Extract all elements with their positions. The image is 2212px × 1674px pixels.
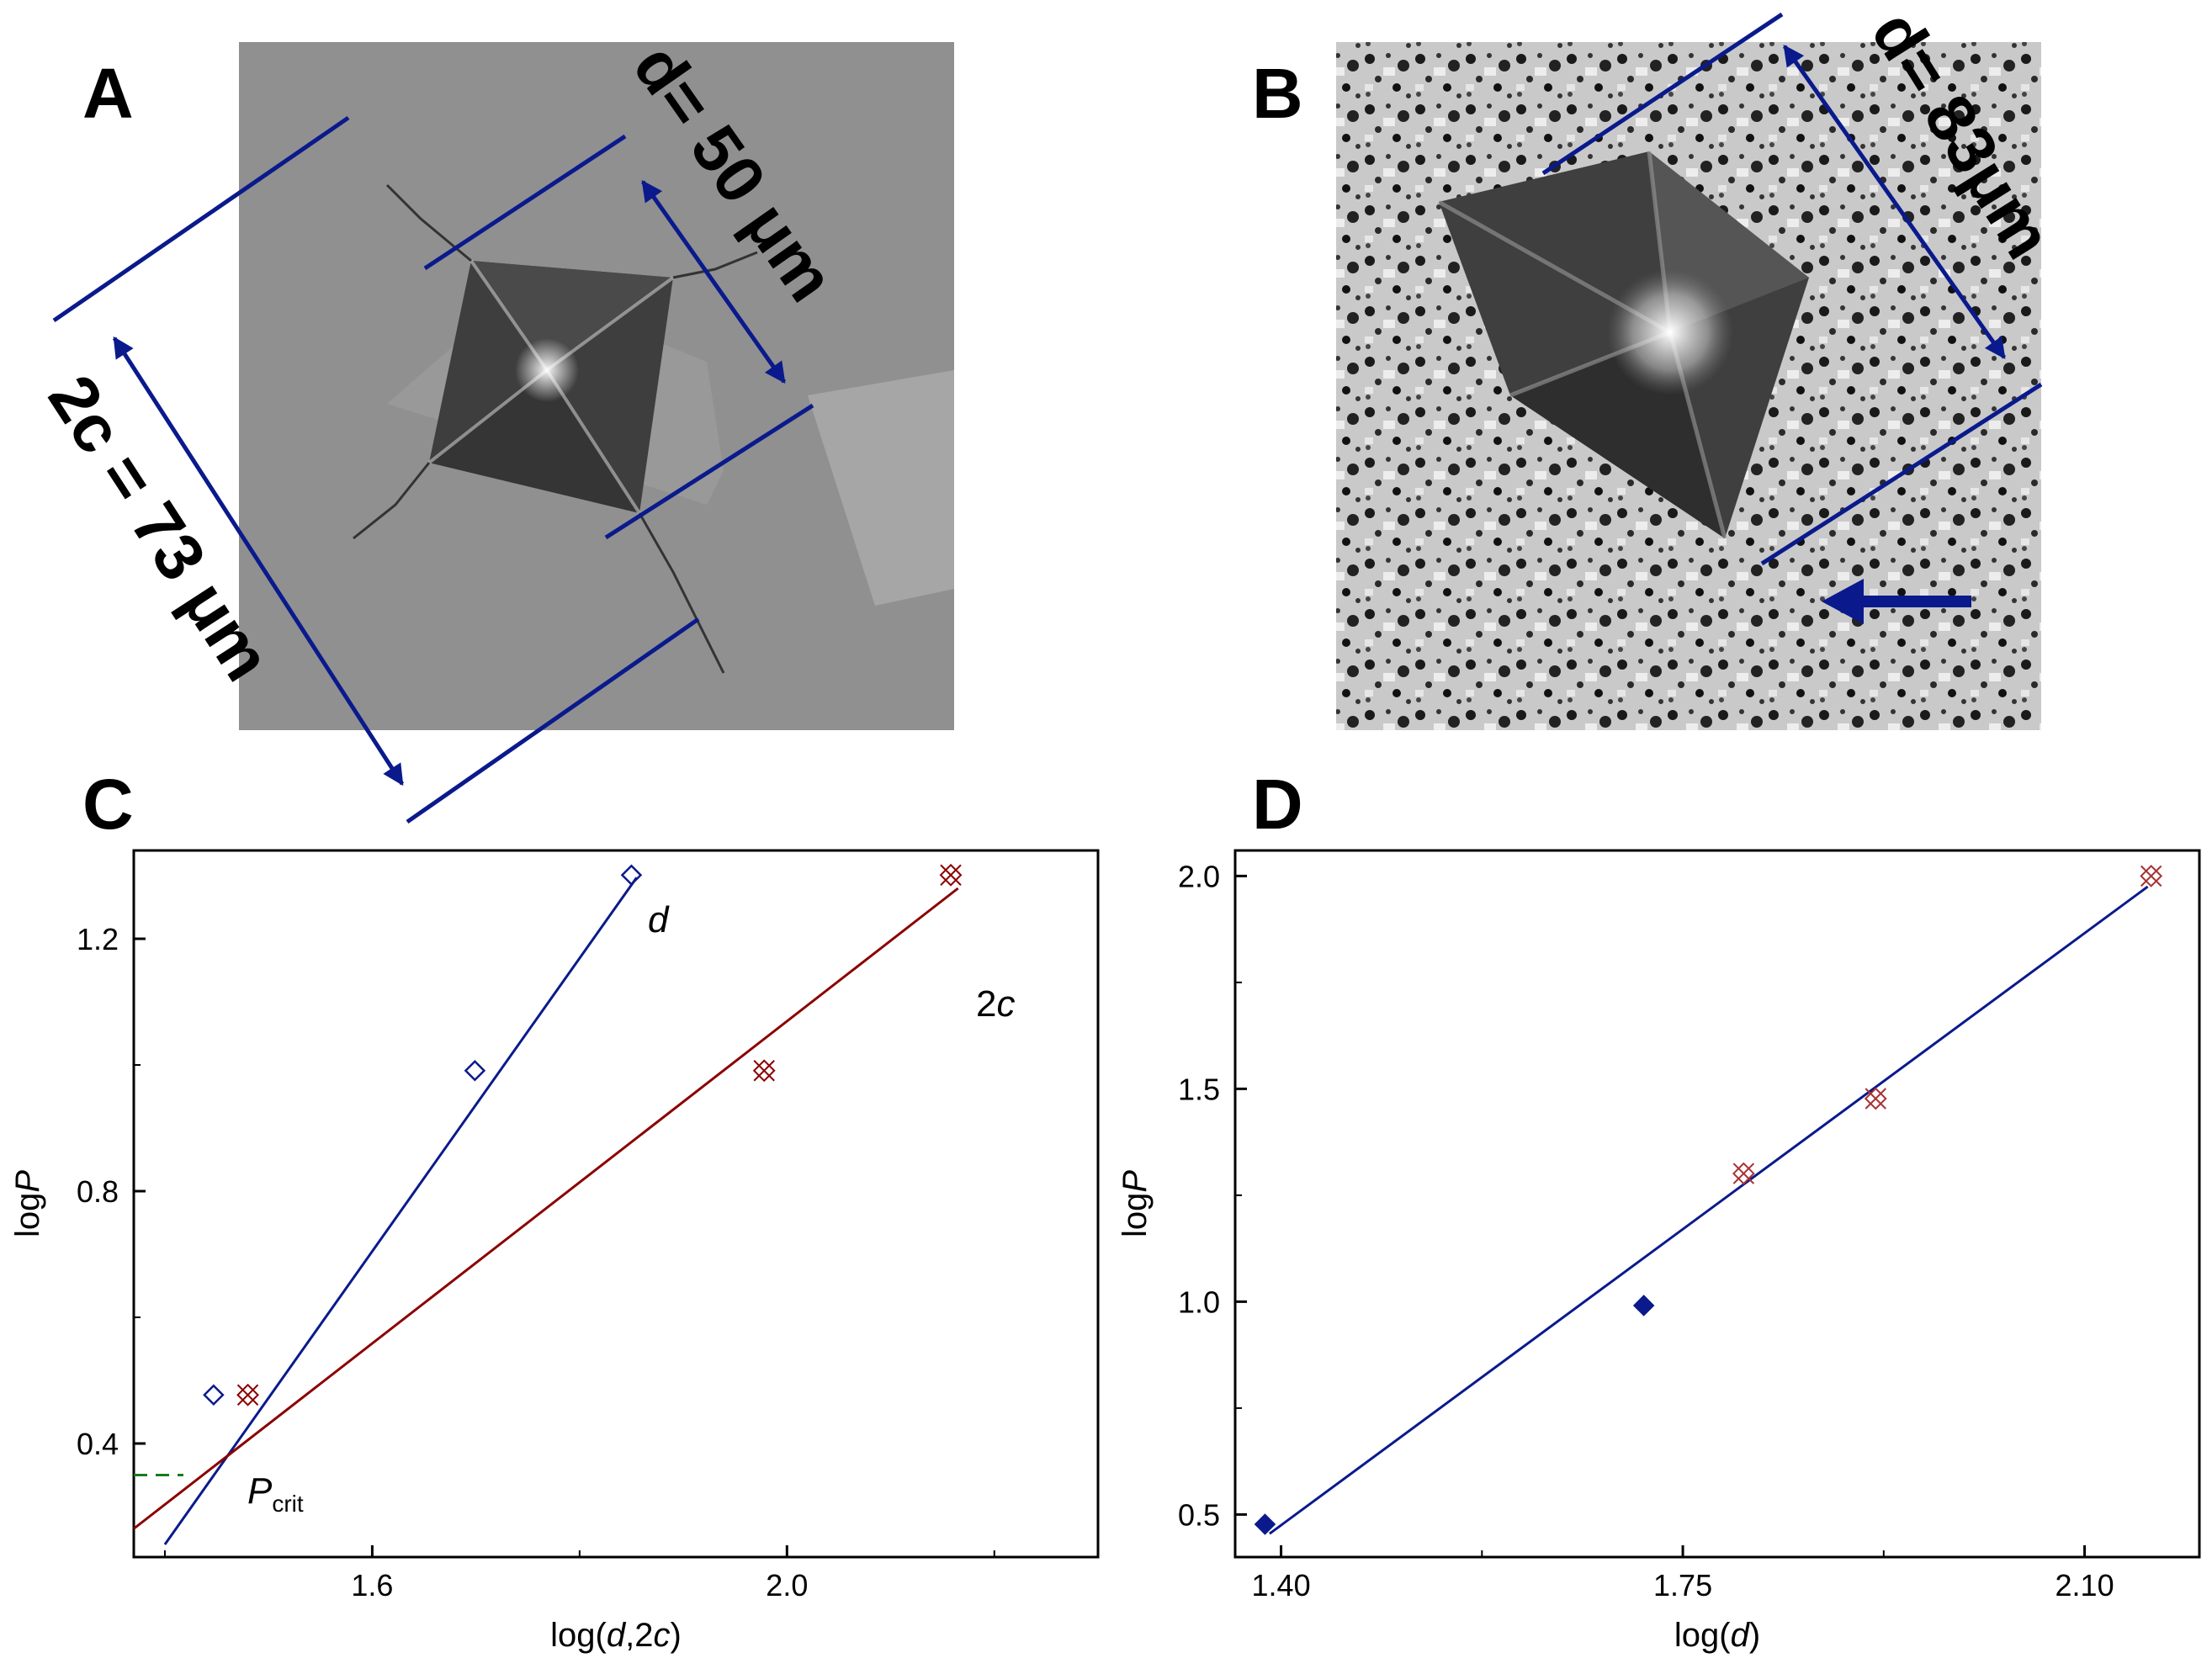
d-arrow-a [640,179,787,384]
x-tick-label-d: 2.10 [2056,1568,2114,1602]
y-tick-label-d: 1.5 [1178,1072,1220,1106]
y-tick-label-d: 1.0 [1178,1285,1220,1319]
panel-letter-b: B [1252,54,1303,133]
x-axis-label-c: log(d,2c) [550,1617,682,1654]
panel-a: A d= 50 μm 2c = 73 μm [34,31,954,824]
data-point-2c [752,1059,776,1083]
measurement-lines-a [52,115,814,824]
data-point-d-series-1 [2140,864,2163,887]
data-point-d-series-0 [1254,1513,1276,1535]
fit-line-2c [133,887,959,1530]
data-point-d [464,1059,486,1082]
y-axis-label-c: logP [9,1170,46,1237]
x-tick-label-c: 2.0 [766,1568,808,1602]
data-point-d-series-1 [1864,1087,1887,1110]
chart-d: D 1.40 1.75 2.10 0.5 1.0 1.5 2.0 log(d) logP [1117,765,2201,1654]
d-arrow-b [1782,44,2007,360]
series-label-2c: 2c [976,983,1015,1025]
x-tick-label-d: 1.40 [1252,1568,1311,1602]
data-point-2c [939,863,963,887]
panel-letter-a: A [82,54,134,133]
y-tick-label-c: 1.2 [77,922,119,956]
panel-b: B d= 83μm [1252,0,2066,730]
x-tick-label-d: 1.75 [1653,1568,1712,1602]
measurement-lines-b [1541,12,2043,566]
x-tick-label-c: 1.6 [351,1568,393,1602]
y-tick-label-d: 2.0 [1178,859,1220,893]
y-tick-label-c: 0.8 [77,1174,119,1209]
crack-arrow-b [1822,579,1971,624]
panel-letter-d: D [1252,765,1303,844]
plot-area-d [1233,849,2201,1559]
series-label-d: d [648,899,670,940]
fit-line-d [1269,885,2149,1535]
pcrit-label: Pcrit [247,1470,304,1517]
data-point-2c [236,1383,259,1406]
data-point-d [203,1384,225,1406]
2c-arrow-a [112,336,405,787]
data-point-d-series-1 [1732,1162,1755,1185]
data-point-d-series-0 [1632,1295,1655,1316]
chart-c: C 1.6 2.0 0.4 0.8 1.2 log(d,2c) logP d 2c Pc… [9,765,1100,1654]
fit-line-d [163,877,638,1545]
data-point-d [620,864,643,887]
panel-letter-c: C [82,765,134,844]
y-axis-label-d: logP [1117,1170,1154,1237]
plot-area-c [132,849,1100,1559]
x-axis-label-d: log(d) [1674,1617,1760,1654]
y-tick-label-d: 0.5 [1178,1497,1220,1532]
y-tick-label-c: 0.4 [77,1427,119,1461]
